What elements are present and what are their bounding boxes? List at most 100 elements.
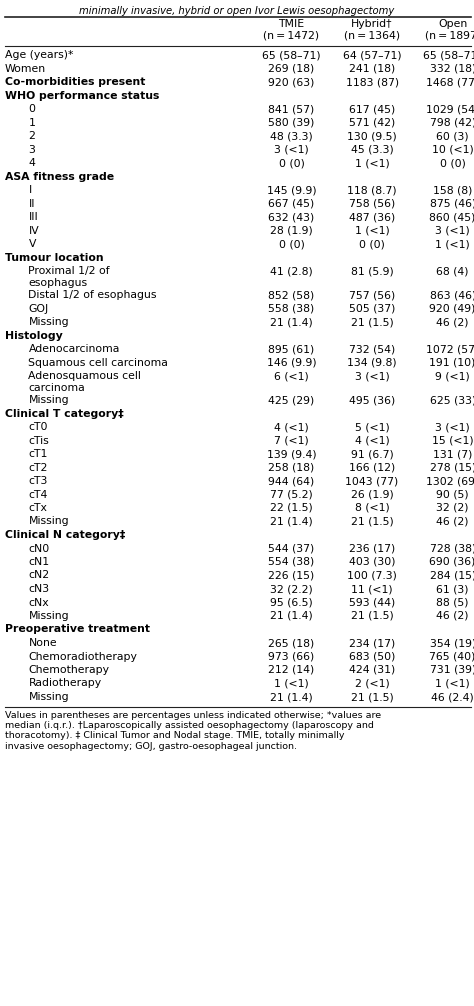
Text: 46 (2): 46 (2) xyxy=(437,317,469,327)
Text: 234 (17): 234 (17) xyxy=(349,638,395,648)
Text: Tumour location: Tumour location xyxy=(5,253,103,263)
Text: cN0: cN0 xyxy=(28,543,50,553)
Text: 7 (<1): 7 (<1) xyxy=(274,436,309,446)
Text: Adenosquamous cell
carcinoma: Adenosquamous cell carcinoma xyxy=(28,371,141,392)
Text: III: III xyxy=(28,212,38,222)
Text: Squamous cell carcinoma: Squamous cell carcinoma xyxy=(28,357,168,367)
Text: Distal 1/2 of esophagus: Distal 1/2 of esophagus xyxy=(28,290,157,300)
Text: 3 (<1): 3 (<1) xyxy=(435,422,470,432)
Text: 3 (<1): 3 (<1) xyxy=(355,371,390,381)
Text: 617 (45): 617 (45) xyxy=(349,104,395,114)
Text: 3 (<1): 3 (<1) xyxy=(435,225,470,235)
Text: 284 (15): 284 (15) xyxy=(429,570,474,580)
Text: 11 (<1): 11 (<1) xyxy=(351,584,393,594)
Text: Proximal 1/2 of
esophagus: Proximal 1/2 of esophagus xyxy=(28,266,110,288)
Text: cT2: cT2 xyxy=(28,463,48,473)
Text: 1: 1 xyxy=(28,118,36,128)
Text: 1468 (77): 1468 (77) xyxy=(426,77,474,87)
Text: Missing: Missing xyxy=(28,611,69,621)
Text: 91 (6.7): 91 (6.7) xyxy=(351,449,393,459)
Text: 0 (0): 0 (0) xyxy=(440,158,465,168)
Text: 130 (9.5): 130 (9.5) xyxy=(347,131,397,141)
Text: II: II xyxy=(28,198,35,208)
Text: 131 (7): 131 (7) xyxy=(433,449,473,459)
Text: 9 (<1): 9 (<1) xyxy=(435,371,470,381)
Text: 944 (64): 944 (64) xyxy=(268,476,315,486)
Text: cN2: cN2 xyxy=(28,570,50,580)
Text: 1 (<1): 1 (<1) xyxy=(274,678,309,688)
Text: cT1: cT1 xyxy=(28,449,48,459)
Text: minimally invasive, hybrid or open Ivor Lewis oesophagectomy: minimally invasive, hybrid or open Ivor … xyxy=(79,6,395,16)
Text: IV: IV xyxy=(28,225,39,235)
Text: 166 (12): 166 (12) xyxy=(349,463,395,473)
Text: 895 (61): 895 (61) xyxy=(268,344,315,354)
Text: 731 (39): 731 (39) xyxy=(429,665,474,675)
Text: 632 (43): 632 (43) xyxy=(268,212,315,222)
Text: 544 (37): 544 (37) xyxy=(268,543,315,553)
Text: 64 (57–71): 64 (57–71) xyxy=(343,50,401,60)
Text: 65 (58–71): 65 (58–71) xyxy=(423,50,474,60)
Text: Clinical T category‡: Clinical T category‡ xyxy=(5,408,124,418)
Text: 258 (18): 258 (18) xyxy=(268,463,315,473)
Text: 41 (2.8): 41 (2.8) xyxy=(270,266,313,276)
Text: cN1: cN1 xyxy=(28,557,50,567)
Text: 10 (<1): 10 (<1) xyxy=(432,145,474,155)
Text: 269 (18): 269 (18) xyxy=(268,63,315,73)
Text: 757 (56): 757 (56) xyxy=(349,290,395,300)
Text: 1029 (54): 1029 (54) xyxy=(426,104,474,114)
Text: 973 (66): 973 (66) xyxy=(268,652,315,662)
Text: 22 (1.5): 22 (1.5) xyxy=(270,503,313,513)
Text: 90 (5): 90 (5) xyxy=(437,490,469,500)
Text: 1043 (77): 1043 (77) xyxy=(346,476,399,486)
Text: 558 (38): 558 (38) xyxy=(268,304,315,314)
Text: 841 (57): 841 (57) xyxy=(268,104,315,114)
Text: 863 (46): 863 (46) xyxy=(429,290,474,300)
Text: 852 (58): 852 (58) xyxy=(268,290,315,300)
Text: Missing: Missing xyxy=(28,516,69,526)
Text: cT4: cT4 xyxy=(28,490,48,500)
Text: 118 (8.7): 118 (8.7) xyxy=(347,185,397,195)
Text: 21 (1.5): 21 (1.5) xyxy=(351,317,393,327)
Text: 139 (9.4): 139 (9.4) xyxy=(267,449,316,459)
Text: Co-morbidities present: Co-morbidities present xyxy=(5,77,145,87)
Text: 1 (<1): 1 (<1) xyxy=(435,239,470,249)
Text: 2 (<1): 2 (<1) xyxy=(355,678,390,688)
Text: 765 (40): 765 (40) xyxy=(429,652,474,662)
Text: 0: 0 xyxy=(28,104,36,114)
Text: 683 (50): 683 (50) xyxy=(349,652,395,662)
Text: Age (years)*: Age (years)* xyxy=(5,50,73,60)
Text: Adenocarcinoma: Adenocarcinoma xyxy=(28,344,120,354)
Text: 3 (<1): 3 (<1) xyxy=(274,145,309,155)
Text: 68 (4): 68 (4) xyxy=(437,266,469,276)
Text: 0 (0): 0 (0) xyxy=(279,239,304,249)
Text: 21 (1.5): 21 (1.5) xyxy=(351,692,393,702)
Text: 265 (18): 265 (18) xyxy=(268,638,315,648)
Text: 278 (15): 278 (15) xyxy=(429,463,474,473)
Text: 5 (<1): 5 (<1) xyxy=(355,422,390,432)
Text: 60 (3): 60 (3) xyxy=(437,131,469,141)
Text: Values in parentheses are percentages unless indicated otherwise; *values are
me: Values in parentheses are percentages un… xyxy=(5,710,381,750)
Text: 580 (39): 580 (39) xyxy=(268,118,315,128)
Text: 46 (2.4): 46 (2.4) xyxy=(431,692,474,702)
Text: 45 (3.3): 45 (3.3) xyxy=(351,145,393,155)
Text: 667 (45): 667 (45) xyxy=(268,198,315,208)
Text: 860 (45): 860 (45) xyxy=(429,212,474,222)
Text: 48 (3.3): 48 (3.3) xyxy=(270,131,313,141)
Text: 1 (<1): 1 (<1) xyxy=(355,158,390,168)
Text: cT0: cT0 xyxy=(28,422,48,432)
Text: Missing: Missing xyxy=(28,692,69,702)
Text: 4 (<1): 4 (<1) xyxy=(355,436,390,446)
Text: 212 (14): 212 (14) xyxy=(268,665,315,675)
Text: 32 (2.2): 32 (2.2) xyxy=(270,584,313,594)
Text: 505 (37): 505 (37) xyxy=(349,304,395,314)
Text: Clinical N category‡: Clinical N category‡ xyxy=(5,530,125,540)
Text: Chemotherapy: Chemotherapy xyxy=(28,665,109,675)
Text: V: V xyxy=(28,239,36,249)
Text: 332 (18): 332 (18) xyxy=(429,63,474,73)
Text: 158 (8): 158 (8) xyxy=(433,185,473,195)
Text: 1302 (69): 1302 (69) xyxy=(426,476,474,486)
Text: 690 (36): 690 (36) xyxy=(429,557,474,567)
Text: 226 (15): 226 (15) xyxy=(268,570,315,580)
Text: 65 (58–71): 65 (58–71) xyxy=(262,50,321,60)
Text: 0 (0): 0 (0) xyxy=(279,158,304,168)
